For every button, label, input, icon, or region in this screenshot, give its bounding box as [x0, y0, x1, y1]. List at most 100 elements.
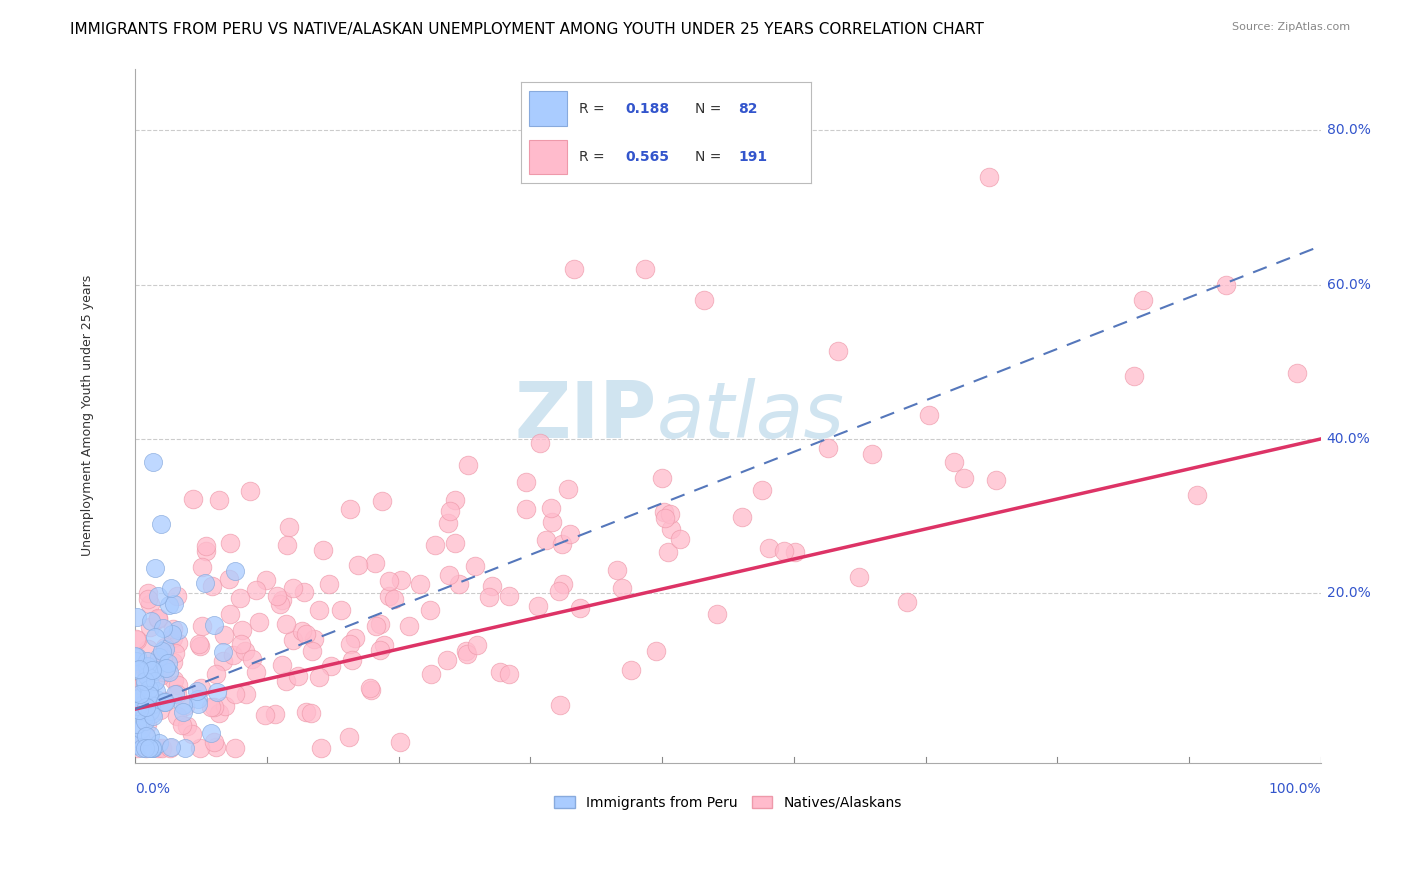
Point	[155, 695, 177, 709]
Point	[135, 740, 157, 755]
Point	[188, 639, 211, 653]
Point	[166, 623, 188, 637]
Point	[166, 709, 188, 723]
Point	[308, 603, 330, 617]
Point	[318, 577, 340, 591]
Point	[419, 603, 441, 617]
Point	[157, 665, 180, 679]
Point	[204, 739, 226, 754]
Point	[162, 597, 184, 611]
Text: 0.0%: 0.0%	[135, 782, 170, 797]
Point	[274, 673, 297, 688]
Point	[364, 556, 387, 570]
Point	[548, 583, 571, 598]
Point	[128, 662, 150, 676]
Point	[188, 637, 211, 651]
Point	[231, 623, 253, 637]
Point	[464, 558, 486, 573]
Point	[751, 483, 773, 497]
Point	[654, 511, 676, 525]
Point	[340, 653, 363, 667]
Point	[152, 651, 174, 665]
Point	[153, 641, 176, 656]
Point	[783, 545, 806, 559]
Point	[773, 543, 796, 558]
Point	[382, 592, 405, 607]
Point	[142, 709, 165, 723]
Point	[271, 592, 294, 607]
Point	[218, 607, 240, 621]
Point	[187, 692, 209, 706]
Point	[212, 628, 235, 642]
Point	[136, 641, 159, 656]
Point	[134, 714, 156, 728]
Point	[172, 698, 194, 713]
Point	[731, 510, 754, 524]
Point	[186, 684, 208, 698]
Point	[148, 736, 170, 750]
Point	[291, 624, 314, 639]
Point	[181, 491, 204, 506]
Point	[222, 648, 245, 663]
Point	[136, 664, 159, 678]
Point	[129, 722, 152, 736]
Point	[136, 592, 159, 607]
Point	[330, 603, 353, 617]
Point	[266, 589, 288, 603]
Point	[195, 543, 218, 558]
Point	[145, 692, 167, 706]
Point	[224, 740, 246, 755]
Point	[132, 710, 155, 724]
Point	[283, 582, 305, 596]
Point	[159, 581, 181, 595]
Point	[135, 700, 157, 714]
Point	[143, 561, 166, 575]
Point	[131, 740, 153, 755]
Point	[127, 739, 149, 753]
Point	[659, 508, 682, 522]
Point	[373, 638, 395, 652]
Point	[896, 594, 918, 608]
Point	[295, 705, 318, 719]
Point	[167, 678, 190, 692]
Point	[146, 589, 169, 603]
Point	[132, 697, 155, 711]
Point	[141, 707, 163, 722]
Text: 80.0%: 80.0%	[1326, 123, 1371, 137]
Point	[224, 564, 246, 578]
Point	[659, 522, 682, 536]
Point	[1185, 487, 1208, 501]
Point	[245, 665, 267, 679]
Text: atlas: atlas	[657, 378, 845, 454]
Point	[423, 538, 446, 552]
Point	[534, 533, 557, 548]
Point	[465, 638, 488, 652]
Point	[498, 589, 520, 603]
Point	[200, 726, 222, 740]
Point	[136, 664, 159, 678]
Point	[498, 667, 520, 681]
Point	[208, 706, 231, 720]
Point	[162, 622, 184, 636]
Point	[138, 658, 160, 673]
Point	[125, 654, 148, 668]
Point	[337, 730, 360, 744]
Point	[134, 740, 156, 755]
Point	[191, 619, 214, 633]
Point	[131, 679, 153, 693]
Point	[247, 615, 270, 630]
Point	[153, 694, 176, 708]
Text: 60.0%: 60.0%	[1326, 277, 1371, 292]
Point	[301, 643, 323, 657]
Point	[165, 646, 187, 660]
Point	[368, 617, 391, 632]
Point	[194, 539, 217, 553]
Point	[135, 669, 157, 683]
Point	[457, 458, 479, 473]
Point	[377, 589, 399, 603]
Point	[125, 632, 148, 646]
Point	[693, 293, 716, 307]
Point	[540, 515, 562, 529]
Point	[134, 730, 156, 744]
Point	[651, 471, 673, 485]
